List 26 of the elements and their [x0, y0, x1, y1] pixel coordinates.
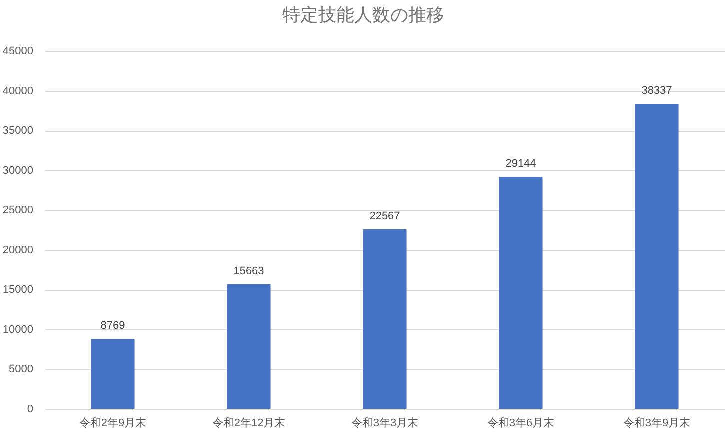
bar [91, 339, 135, 409]
data-label: 29144 [506, 158, 536, 170]
bar [499, 177, 543, 409]
x-tick-label: 令和3年3月末 [351, 416, 419, 430]
y-tick-label: 15000 [2, 284, 34, 296]
bar [635, 104, 679, 409]
y-tick-label: 10000 [2, 324, 34, 336]
y-tick-label: 5000 [9, 364, 34, 376]
data-label: 8769 [100, 320, 126, 332]
y-tick-label: 40000 [2, 85, 34, 98]
y-tick-label: 25000 [2, 204, 34, 217]
bar [227, 284, 271, 409]
bar [363, 229, 407, 409]
chart-title: 特定技能人数の推移 [282, 5, 445, 25]
y-tick-label: 0 [27, 404, 34, 416]
y-tick-label: 35000 [2, 125, 34, 138]
y-tick-label: 20000 [2, 244, 34, 256]
data-label: 38337 [642, 85, 672, 98]
data-label: 15663 [234, 265, 264, 278]
x-tick-label: 令和2年12月末 [212, 416, 286, 430]
y-tick-label: 45000 [2, 46, 34, 58]
y-tick-label: 30000 [2, 164, 34, 177]
x-tick-label: 令和3年9月末 [623, 416, 691, 430]
x-tick-label: 令和3年6月末 [487, 416, 555, 430]
x-tick-label: 令和2年9月末 [79, 416, 147, 430]
data-label: 22567 [370, 210, 400, 222]
